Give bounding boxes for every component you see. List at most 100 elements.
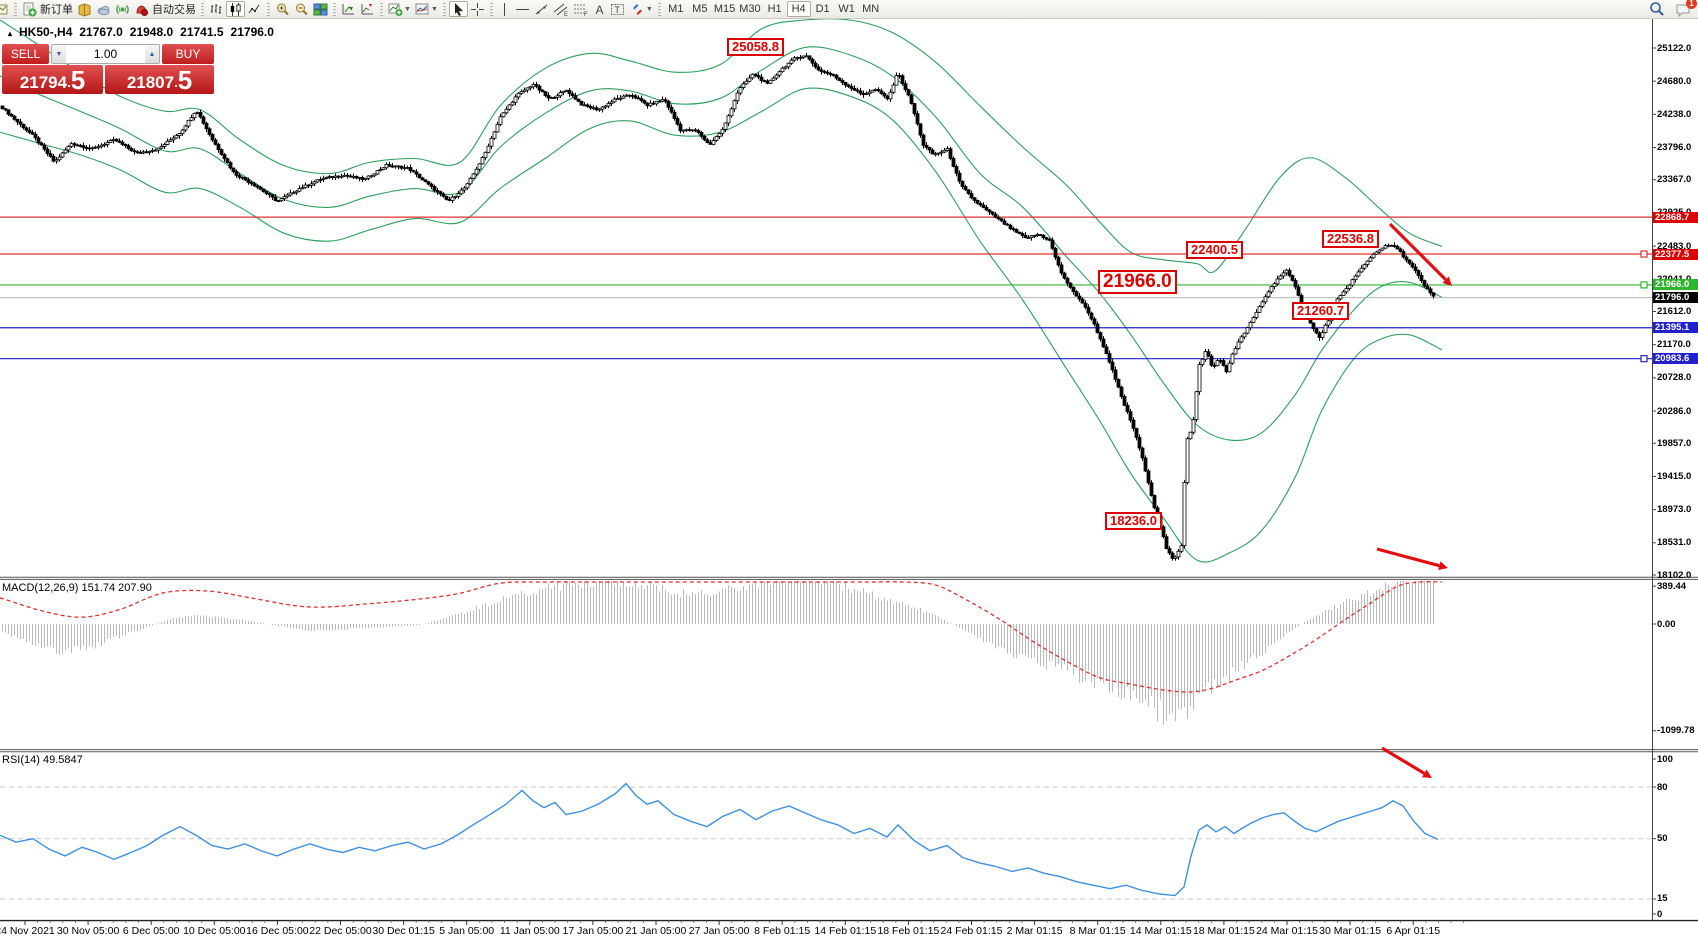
sell-price[interactable]: 21794. 5 <box>2 65 103 94</box>
timeframe-m30-button[interactable]: M30 <box>739 3 761 15</box>
window-icon[interactable] <box>0 1 11 17</box>
time-axis-label: 24 Nov 2021 <box>0 925 55 937</box>
arrows-tool[interactable]: ▼ <box>628 1 655 17</box>
time-axis-label: 6 Dec 05:00 <box>122 925 180 937</box>
time-axis-label: 27 Jan 05:00 <box>688 925 750 937</box>
price-axis-label: 22041.0 <box>1657 274 1698 285</box>
candlestick-chart-icon <box>230 2 241 16</box>
price-axis-label: 23796.0 <box>1657 142 1692 154</box>
auto-scroll-button[interactable] <box>339 1 358 17</box>
trendline-tool[interactable] <box>532 1 551 17</box>
bar-chart-icon <box>210 3 222 14</box>
timeframe-m5-button[interactable]: M5 <box>692 3 708 15</box>
notifications-button[interactable]: 1 <box>1673 0 1697 17</box>
price-marker-label: 22377.5 <box>1653 248 1698 260</box>
navigator-button[interactable] <box>113 1 132 17</box>
crosshair-icon <box>470 2 484 16</box>
vertical-line-tool[interactable] <box>496 1 513 17</box>
svg-text:T: T <box>614 5 620 15</box>
volume-box: ▼ 1.00 ▲ <box>51 44 160 64</box>
price-axis-label: 21612.0 <box>1657 306 1692 317</box>
price-callout: 21260.7 <box>1292 302 1349 320</box>
template-button[interactable]: ▼ <box>413 1 440 17</box>
price-axis-label: 20728.0 <box>1657 372 1692 384</box>
sell-price-frac: 5 <box>70 65 86 95</box>
zoom-in-button[interactable] <box>273 1 292 17</box>
price-axis-label: 19857.0 <box>1657 437 1692 449</box>
sell-button[interactable]: SELL <box>2 44 49 64</box>
zoom-out-button[interactable] <box>292 1 311 17</box>
cursor-tool-button[interactable] <box>448 1 468 17</box>
timeframe-w1-button[interactable]: W1 <box>838 3 855 15</box>
equidistant-channel-tool[interactable]: E <box>551 1 571 17</box>
price-marker-label: 21395.1 <box>1653 322 1698 334</box>
notification-badge: 1 <box>1686 0 1697 9</box>
buy-button[interactable]: BUY <box>162 44 214 64</box>
price-callout: 18236.0 <box>1105 512 1162 530</box>
market-watch-button[interactable] <box>75 1 94 17</box>
channel-icon: E <box>553 3 568 17</box>
one-click-trading-panel: SELL ▼ 1.00 ▲ BUY 21794. 5 21807. 5 <box>2 44 214 94</box>
time-axis-label: 14 Mar 01:15 <box>1129 925 1192 937</box>
toolbar-grip <box>201 2 204 16</box>
new-order-icon <box>23 2 37 16</box>
rsi-axis-label: 0 <box>1657 908 1663 920</box>
macd-axis-label: 0.00 <box>1657 618 1676 630</box>
timeframe-m15-button[interactable]: M15 <box>713 3 736 15</box>
time-axis-label: 14 Feb 01:15 <box>814 925 877 937</box>
fibonacci-icon: F <box>573 4 588 17</box>
timeframe-d1-button[interactable]: D1 <box>815 3 830 15</box>
timeframe-h1-button[interactable]: H1 <box>767 3 782 15</box>
chart-shift-button[interactable] <box>358 1 377 17</box>
price-marker-label: 21966.0 <box>1653 279 1698 291</box>
tile-windows-button[interactable] <box>311 1 330 17</box>
buy-price[interactable]: 21807. 5 <box>105 65 214 94</box>
bar-chart-button[interactable] <box>207 1 226 17</box>
text-tool[interactable]: A <box>591 1 608 17</box>
timeframe-h4-button[interactable]: H4 <box>786 1 811 17</box>
time-axis-label: 5 Jan 05:00 <box>439 925 495 937</box>
time-axis-label: 17 Jan 05:00 <box>562 925 624 937</box>
text-label-tool[interactable]: T <box>608 1 628 17</box>
template-dropdown-arrow: ▼ <box>430 5 438 13</box>
time-axis-label: 30 Nov 05:00 <box>56 925 120 937</box>
data-window-button[interactable] <box>94 1 113 17</box>
svg-text:E: E <box>564 12 568 17</box>
time-axis-label: 8 Mar 01:15 <box>1069 925 1126 937</box>
chart-window-icon <box>0 4 8 14</box>
ohlc-low: 21741.5 <box>180 25 224 39</box>
macd-axis-label: 389.44 <box>1657 580 1687 592</box>
arrows-icon <box>632 3 642 15</box>
toolbar-grip <box>380 2 383 16</box>
indicators-button[interactable]: ▼ <box>386 1 413 17</box>
time-axis-label: 30 Dec 01:15 <box>372 925 435 937</box>
indicators-dropdown-arrow: ▼ <box>404 5 411 13</box>
auto-trading-icon <box>136 4 148 16</box>
time-axis-label: 18 Feb 01:15 <box>877 925 940 937</box>
ohlc-open: 21767.0 <box>79 25 123 39</box>
new-order-label: 新订单 <box>40 4 73 16</box>
candlestick-chart-button[interactable] <box>226 1 245 17</box>
symbol-marker-icon: ▴ <box>8 29 13 38</box>
toolbar-grip <box>267 2 270 16</box>
time-axis-label: 11 Jan 05:00 <box>499 925 560 937</box>
volume-decrease-button[interactable]: ▼ <box>52 45 66 63</box>
crosshair-tool-button[interactable] <box>468 1 487 17</box>
horizontal-line-tool[interactable] <box>513 1 532 17</box>
timeframe-mn-button[interactable]: MN <box>862 3 880 15</box>
buy-price-int: 21807 <box>126 73 175 92</box>
chart-template-icon <box>415 3 429 14</box>
new-order-button[interactable]: 新订单 <box>20 1 75 17</box>
fibonacci-tool[interactable]: F <box>571 1 591 17</box>
search-button[interactable] <box>1647 1 1667 17</box>
timeframe-m1-button[interactable]: M1 <box>668 3 684 15</box>
volume-input[interactable]: 1.00 <box>93 47 118 61</box>
line-chart-button[interactable] <box>245 1 264 17</box>
volume-increase-button[interactable]: ▲ <box>145 45 159 63</box>
add-indicator-icon <box>388 3 403 16</box>
time-axis-label: 24 Feb 01:15 <box>940 925 1003 937</box>
auto-trading-button[interactable]: 自动交易 <box>132 1 198 17</box>
auto-scroll-icon <box>342 3 354 14</box>
toolbar-grip <box>442 2 446 16</box>
